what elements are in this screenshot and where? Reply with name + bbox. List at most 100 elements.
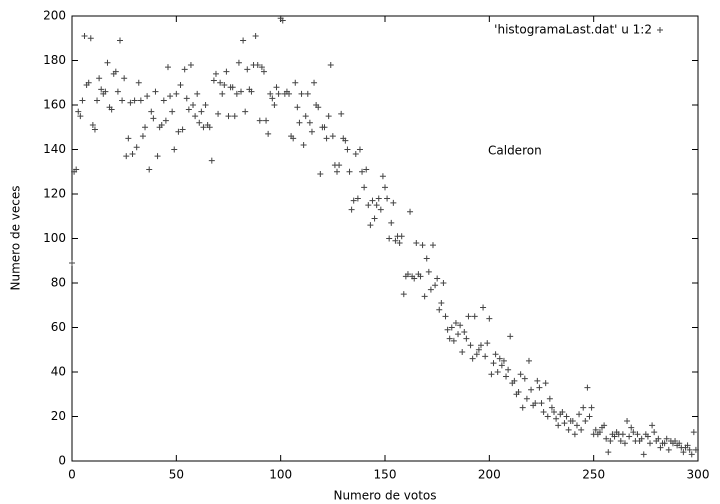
point [450, 337, 457, 344]
point [580, 404, 587, 411]
point [427, 286, 434, 293]
point [605, 449, 612, 456]
point [238, 88, 245, 95]
point [603, 435, 610, 442]
point [536, 384, 543, 391]
point [263, 117, 270, 124]
point [686, 446, 693, 453]
point [588, 404, 595, 411]
point [183, 95, 190, 102]
point [369, 197, 376, 204]
point [555, 422, 562, 429]
point [525, 357, 532, 364]
point [231, 113, 238, 120]
point [626, 433, 633, 440]
point [563, 413, 570, 420]
point [384, 195, 391, 202]
y-tick-label: 120 [43, 187, 66, 201]
point [647, 440, 654, 447]
y-axis-label: Numero de veces [9, 185, 23, 290]
point [503, 373, 510, 380]
point [367, 222, 374, 229]
point [532, 400, 539, 407]
point [434, 275, 441, 282]
point [500, 357, 507, 364]
point [334, 168, 341, 175]
point [325, 113, 332, 120]
point [169, 108, 176, 115]
point [540, 409, 547, 416]
point [492, 351, 499, 358]
point [348, 206, 355, 213]
point [400, 291, 407, 298]
point [304, 90, 311, 97]
point [271, 102, 278, 108]
point [392, 237, 399, 244]
point [133, 144, 140, 151]
point [315, 104, 322, 111]
point [601, 422, 608, 429]
point [607, 437, 614, 444]
point [96, 75, 103, 82]
point [684, 442, 691, 449]
x-tick-label: 0 [68, 468, 76, 482]
point [114, 88, 121, 95]
point [373, 202, 380, 209]
point [131, 97, 138, 104]
point [294, 104, 301, 111]
point [344, 146, 351, 153]
point [559, 409, 566, 416]
point [85, 79, 92, 86]
point [477, 342, 484, 349]
point [571, 431, 578, 438]
point [538, 400, 545, 407]
point [548, 404, 555, 411]
point [300, 142, 307, 149]
point [488, 371, 495, 378]
point [171, 146, 178, 153]
point [361, 184, 368, 191]
point [661, 440, 668, 447]
point [356, 146, 363, 153]
point [363, 166, 370, 173]
point [302, 113, 309, 120]
point [592, 426, 599, 433]
point [187, 61, 194, 68]
point [206, 124, 213, 131]
point [267, 90, 274, 97]
point [298, 90, 305, 97]
point [116, 37, 123, 44]
annotation: Calderon [488, 144, 542, 158]
point [148, 108, 155, 115]
point [342, 137, 349, 144]
y-tick-label: 20 [51, 409, 66, 423]
point [621, 440, 628, 447]
point [377, 206, 384, 213]
point [129, 150, 136, 157]
point [104, 59, 111, 66]
point [624, 417, 631, 424]
point [265, 130, 272, 137]
point [365, 202, 372, 209]
point [628, 424, 635, 431]
point [596, 429, 603, 436]
point [446, 335, 453, 342]
point [421, 293, 428, 300]
point [329, 133, 336, 140]
point [98, 86, 105, 93]
point [279, 17, 286, 24]
point [240, 37, 247, 44]
point [223, 68, 230, 75]
point [471, 313, 478, 320]
point [135, 79, 142, 86]
point [177, 81, 184, 88]
point [198, 108, 205, 115]
point [69, 259, 75, 266]
point [455, 331, 462, 338]
point [173, 90, 180, 97]
point [463, 335, 470, 342]
point [210, 77, 217, 84]
x-tick-label: 150 [374, 468, 397, 482]
point [225, 113, 232, 120]
point [657, 444, 664, 451]
